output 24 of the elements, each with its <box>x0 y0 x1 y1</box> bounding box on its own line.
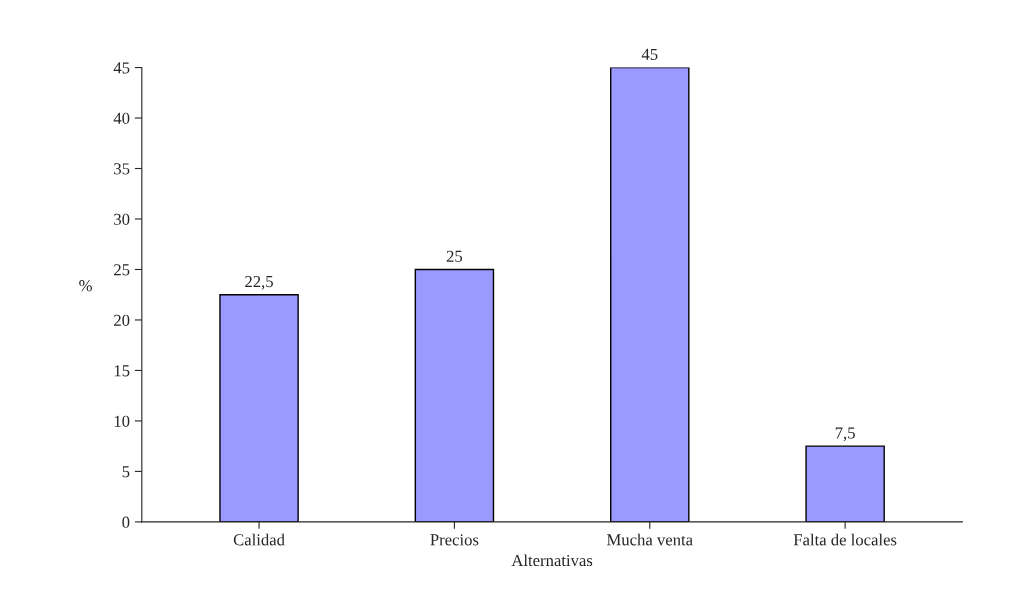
x-tick-label: Falta de locales <box>793 533 897 546</box>
data-label: 25 <box>446 250 463 262</box>
y-tick-label: 20 <box>114 314 130 326</box>
bar <box>609 67 690 522</box>
x-axis-title: Alternativas <box>511 554 593 567</box>
y-tick-label: 40 <box>113 112 130 124</box>
bar <box>414 268 495 522</box>
data-label: 45 <box>641 48 658 60</box>
y-tick-label: 45 <box>113 62 130 74</box>
y-tick-label: 0 <box>122 516 130 528</box>
x-tick-label: Mucha venta <box>606 533 693 546</box>
bar <box>219 294 299 522</box>
y-tick-label: 15 <box>114 365 130 377</box>
x-tick-label: Precios <box>430 534 479 546</box>
bar <box>805 445 885 522</box>
x-tick-label: Calidad <box>233 533 285 546</box>
data-label: 7,5 <box>835 427 855 442</box>
y-tick-label: 25 <box>114 264 130 276</box>
y-tick-label: 10 <box>114 415 130 427</box>
y-tick-label: 30 <box>114 213 130 225</box>
y-axis-title: % <box>79 280 92 292</box>
y-tick-label: 35 <box>114 163 130 175</box>
data-label: 22,5 <box>245 275 273 290</box>
y-tick-label: 5 <box>122 466 130 478</box>
